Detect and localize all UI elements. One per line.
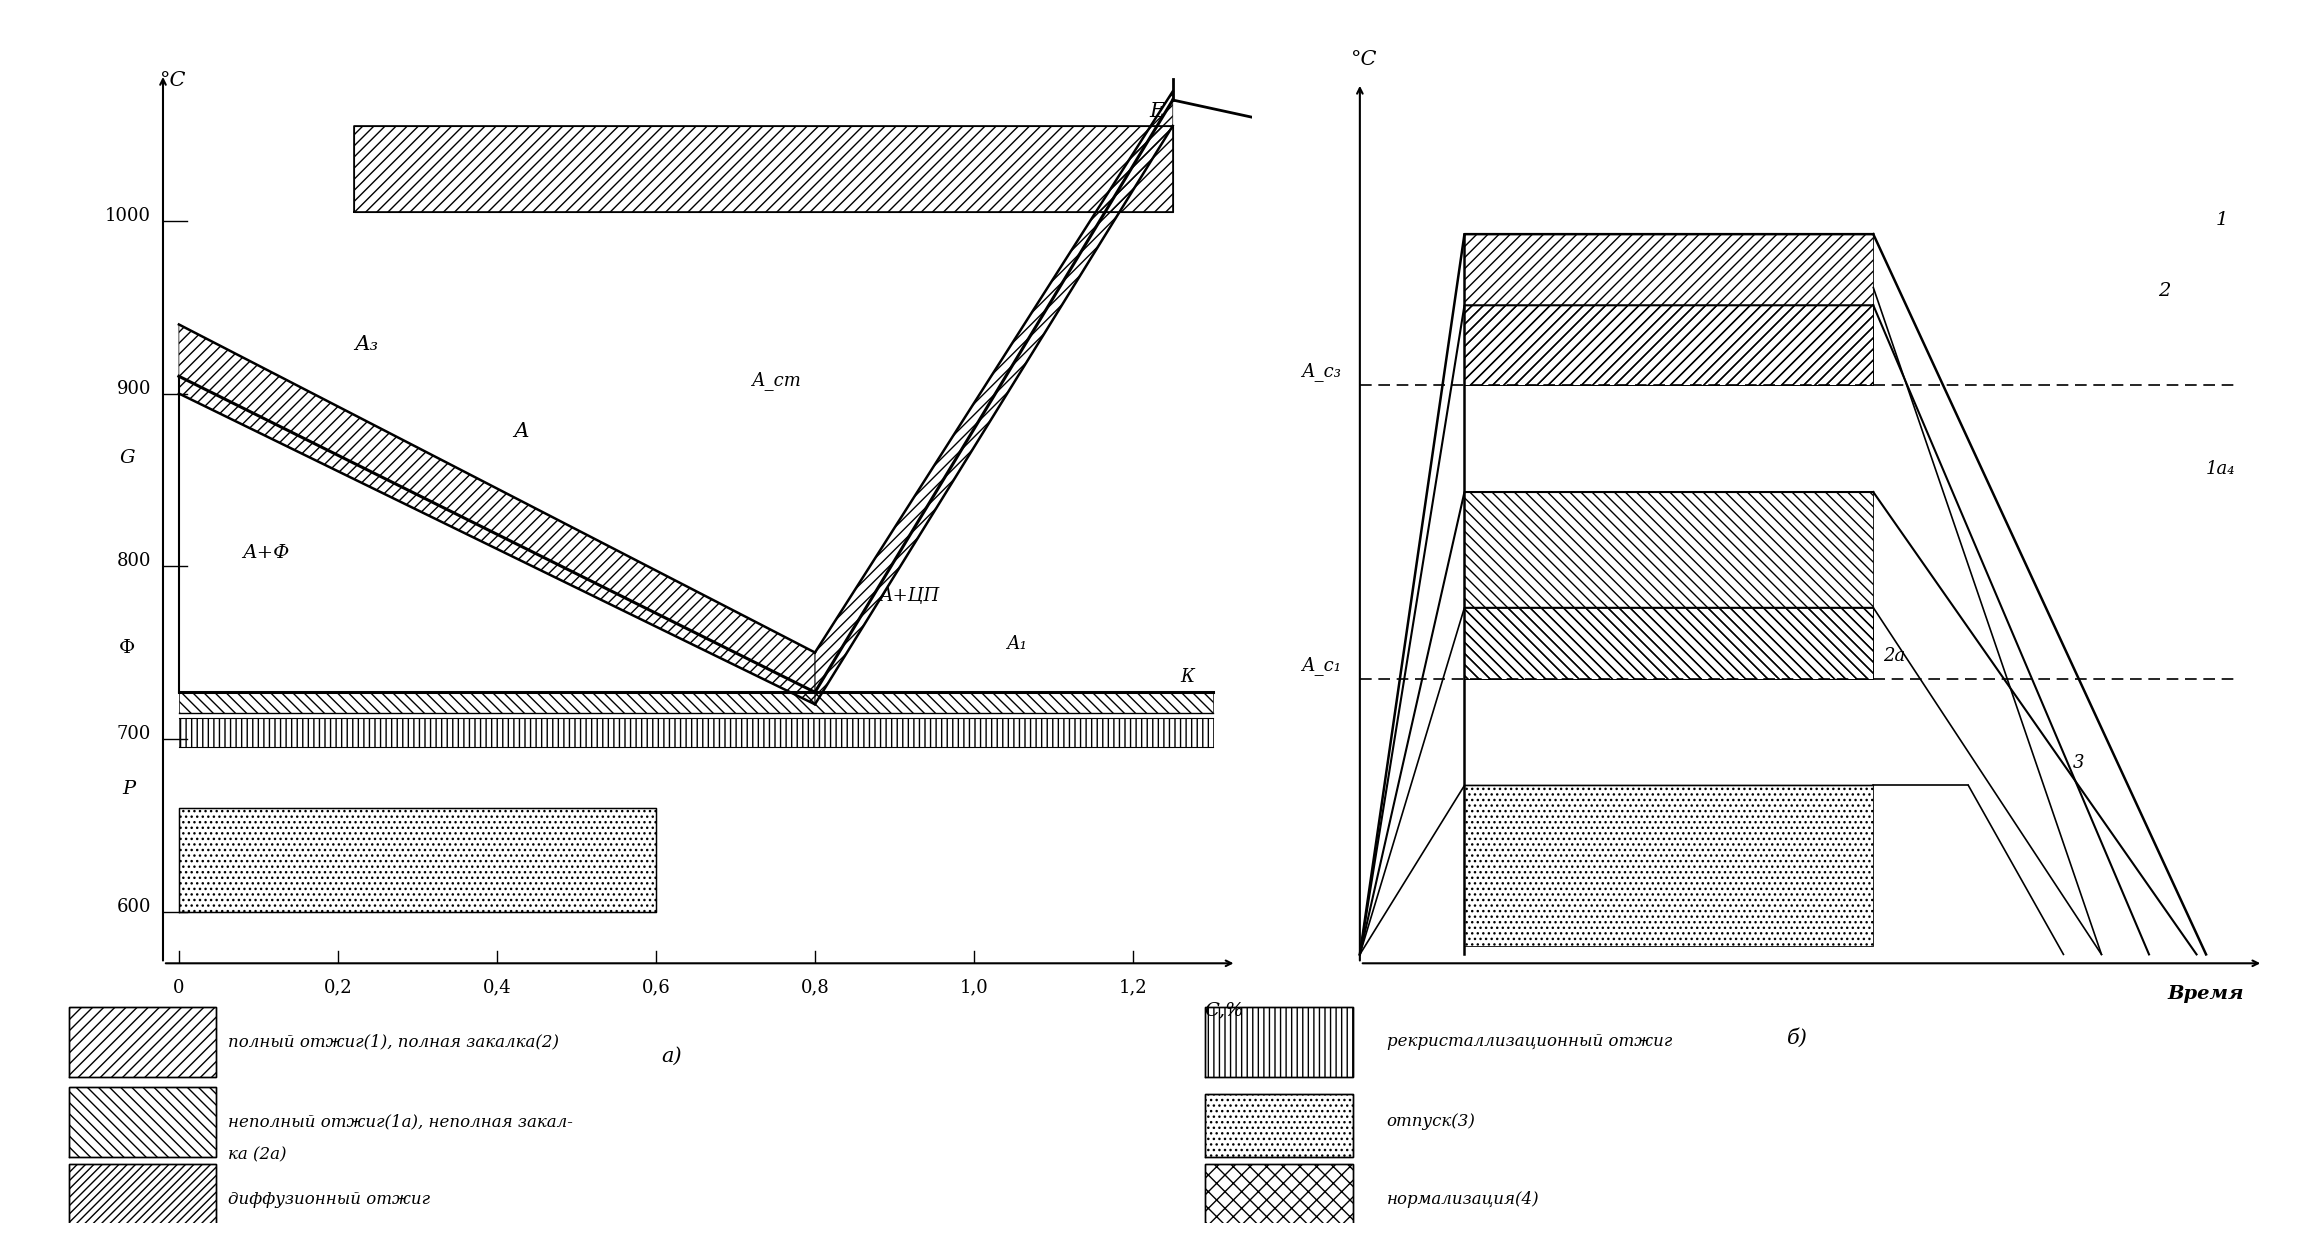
Text: А_ст: А_ст xyxy=(751,370,802,390)
Text: 700: 700 xyxy=(116,725,151,742)
Text: Р: Р xyxy=(123,781,135,798)
Text: Ф: Ф xyxy=(118,638,135,657)
Text: неполный отжиг(1а), неполная закал-: неполный отжиг(1а), неполная закал- xyxy=(227,1113,573,1130)
Text: 0,8: 0,8 xyxy=(800,978,830,997)
Text: °C: °C xyxy=(160,72,186,90)
Text: диффузионный отжиг: диффузионный отжиг xyxy=(227,1191,429,1208)
Text: 0,2: 0,2 xyxy=(325,978,352,997)
Text: рекристаллизационный отжиг: рекристаллизационный отжиг xyxy=(1387,1034,1672,1051)
Text: 1,0: 1,0 xyxy=(960,978,988,997)
Text: А_с₃: А_с₃ xyxy=(1301,362,1340,382)
Text: °C: °C xyxy=(1350,51,1377,69)
Text: отпуск(3): отпуск(3) xyxy=(1387,1113,1475,1130)
Text: А₃: А₃ xyxy=(355,336,378,354)
Text: 0,6: 0,6 xyxy=(642,978,670,997)
Text: 0: 0 xyxy=(174,978,186,997)
Text: Время: Время xyxy=(2168,984,2245,1003)
Text: С,%: С,% xyxy=(1204,1002,1245,1019)
Text: полный отжиг(1), полная закалка(2): полный отжиг(1), полная закалка(2) xyxy=(227,1034,559,1051)
Text: А₁: А₁ xyxy=(1006,635,1027,653)
Text: 600: 600 xyxy=(116,898,151,915)
Text: 2а: 2а xyxy=(1883,647,1904,664)
Text: 0,4: 0,4 xyxy=(482,978,510,997)
Text: нормализация(4): нормализация(4) xyxy=(1387,1191,1540,1208)
Text: б): б) xyxy=(1786,1028,1809,1047)
Text: а): а) xyxy=(661,1047,682,1066)
Text: К: К xyxy=(1180,668,1194,685)
Text: 3: 3 xyxy=(2073,753,2085,772)
Text: А_с₁: А_с₁ xyxy=(1301,656,1340,674)
Text: Е: Е xyxy=(1148,103,1164,121)
Text: 1,2: 1,2 xyxy=(1118,978,1148,997)
Text: А: А xyxy=(512,421,529,441)
Text: 900: 900 xyxy=(116,379,151,398)
Text: ка (2а): ка (2а) xyxy=(227,1146,285,1163)
Text: 1000: 1000 xyxy=(104,206,151,225)
Text: 1: 1 xyxy=(2215,211,2229,230)
Text: G: G xyxy=(121,448,135,467)
Text: А+ЦП: А+ЦП xyxy=(879,587,939,605)
Text: 800: 800 xyxy=(116,552,151,571)
Text: 2: 2 xyxy=(2159,283,2171,300)
Text: А+Ф: А+Ф xyxy=(243,543,290,562)
Text: 1а₄: 1а₄ xyxy=(2205,461,2236,478)
